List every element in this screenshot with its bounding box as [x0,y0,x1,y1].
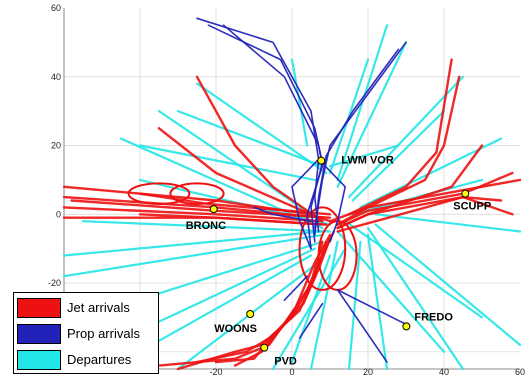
departure-track [336,41,408,188]
departure-track [119,137,324,230]
legend-item-prop-arrivals: Prop arrivals [17,322,157,346]
departure-track [374,223,522,346]
jet-arrival-track [195,240,328,364]
jet-arrival-track [195,75,324,223]
tick-labels: -20 0 20 40 60 60 40 20 0 -20 [48,3,525,377]
jet-arrival-track [233,230,335,367]
departure-track [351,110,446,202]
waypoint-label: LWM VOR [341,155,394,167]
prop-arrivals-tracks [196,17,407,363]
jet-arrival-track [336,144,484,230]
waypoint-label: FREDO [414,311,453,323]
prop-arrival-track [317,158,346,243]
prop-arrival-track [336,289,407,326]
departure-track [344,220,484,319]
departure-track [309,240,339,371]
waypoint-marker [461,189,470,198]
departure-track [138,144,316,181]
waypoint-marker [317,156,326,165]
departure-track [374,213,522,233]
y-tick-label: 60 [51,3,61,13]
departure-track [328,144,400,168]
departure-track [347,75,465,199]
waypoints: LWM VOR SCUPP BRONC FREDO WOONS PVD [186,155,491,368]
legend-swatch-departures [17,350,61,370]
y-tick-label: 40 [51,72,61,82]
departures-tracks [62,24,522,371]
x-tick-label: 60 [515,367,525,377]
prop-arrival-track [314,48,400,236]
waypoint-marker [260,343,269,352]
jet-arrival-track [336,195,514,233]
x-tick-label: 0 [289,367,294,377]
waypoint-label: PVD [274,356,297,368]
departure-track [366,233,389,371]
x-tick-label: 40 [439,367,449,377]
legend-label-jet-arrivals: Jet arrivals [67,300,130,315]
x-tick-label: 20 [363,367,373,377]
legend-label-departures: Departures [67,352,132,367]
prop-arrival-track [196,17,320,233]
chart-legend: Jet arrivals Prop arrivals Departures [13,292,159,374]
departure-track [62,233,324,278]
jet-holding-loop [127,182,191,205]
departure-track [366,226,465,371]
departure-track [195,82,328,175]
jet-holding-loop [298,206,347,291]
waypoint-label: WOONS [214,323,257,335]
departure-track [271,247,347,371]
legend-swatch-jet-arrivals [17,298,61,318]
legend-item-departures: Departures [17,348,157,372]
prop-arrival-track [291,158,320,250]
jet-arrival-track [336,75,461,226]
waypoint-marker [246,309,255,318]
waypoint-marker [209,205,218,214]
departure-track [290,254,332,364]
departure-track [176,110,324,168]
y-tick-label: -20 [48,278,61,288]
waypoint-label: BRONC [186,220,226,232]
jet-arrival-track [138,213,328,226]
y-tick-label: 20 [51,141,61,151]
prop-arrival-track [298,302,324,339]
jet-arrival-track [157,127,313,216]
prop-arrival-track [314,41,407,229]
departure-track [290,58,309,147]
jet-arrival-track [62,206,324,223]
jet-arrival-track [336,171,514,226]
y-tick-label: 0 [56,209,61,219]
departure-track [62,230,324,257]
prop-arrival-track [336,289,388,363]
departure-track [336,230,446,353]
prop-arrival-track [283,275,308,301]
waypoint-label: SCUPP [453,201,491,213]
waypoint-marker [402,322,411,331]
jet-holding-loop [169,182,225,205]
departure-track [347,240,362,371]
prop-arrival-track [253,206,312,222]
departure-track [81,220,332,233]
jet-arrival-track [347,58,453,216]
legend-swatch-prop-arrivals [17,324,61,344]
legend-label-prop-arrivals: Prop arrivals [67,326,140,341]
x-tick-label: -20 [209,367,222,377]
legend-item-jet-arrivals: Jet arrivals [17,296,157,320]
